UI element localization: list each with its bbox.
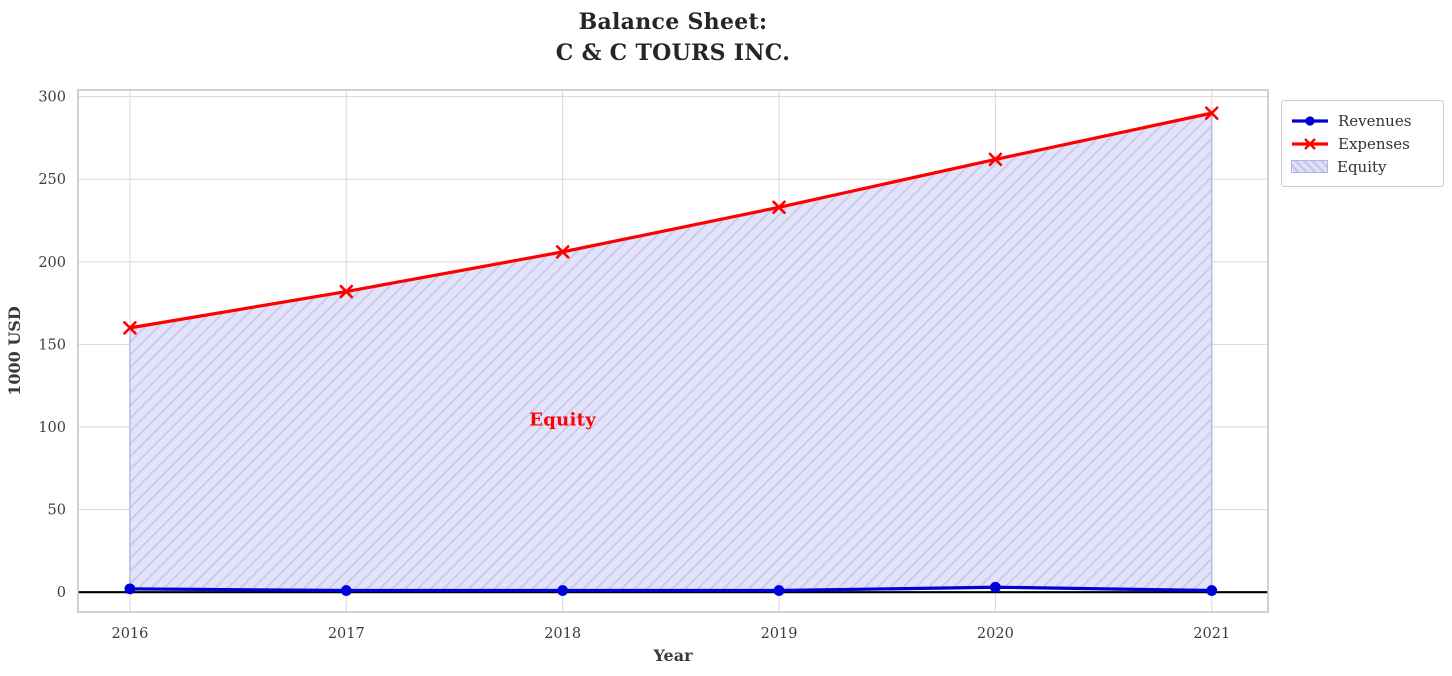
- x-tick-label: 2021: [1193, 626, 1230, 642]
- revenues-marker: [989, 581, 1001, 593]
- legend-label-expenses: Expenses: [1338, 134, 1410, 153]
- axes-frame: [77, 89, 1269, 613]
- x-axis-label: Year: [653, 646, 693, 665]
- legend-item-expenses: Expenses: [1291, 132, 1435, 155]
- equity-annotation: Equity: [529, 409, 597, 431]
- y-tick-label: 100: [38, 420, 66, 436]
- y-tick-label: 150: [38, 337, 66, 353]
- expenses-line: [128, 111, 1214, 330]
- revenues-line-icon: [1292, 115, 1328, 126]
- x-tick-label: 2020: [977, 626, 1014, 642]
- expenses-marker: [339, 284, 354, 299]
- legend-label-revenues: Revenues: [1338, 111, 1412, 130]
- expenses-marker: [772, 200, 786, 215]
- x-tick-label: 2016: [111, 626, 148, 642]
- legend-label-equity: Equity: [1337, 157, 1387, 176]
- legend-item-revenues: Revenues: [1291, 109, 1435, 132]
- expenses-marker: [123, 321, 137, 335]
- y-tick-label: 50: [48, 503, 66, 519]
- y-tick-label: 0: [57, 585, 66, 601]
- legend-item-equity: Equity: [1291, 155, 1435, 178]
- equity-hatch-icon: [1291, 160, 1328, 173]
- x-tick-label: 2018: [544, 626, 581, 642]
- y-tick-label: 250: [38, 172, 66, 188]
- x-tick-label: 2019: [761, 626, 798, 642]
- equity-area: [129, 112, 1213, 592]
- expenses-marker: [1204, 106, 1219, 120]
- expenses-marker: [988, 152, 1003, 167]
- expenses-line-icon: [1292, 137, 1328, 150]
- legend: Revenues Expenses Equity: [1281, 100, 1444, 187]
- revenues-marker: [340, 585, 352, 596]
- y-tick-label: 200: [38, 255, 66, 271]
- revenues-line: [128, 585, 1214, 593]
- revenues-marker: [557, 585, 569, 596]
- chart-title: Balance Sheet: C & C TOURS INC.: [555, 9, 791, 66]
- revenues-marker: [773, 585, 785, 596]
- revenues-marker: [124, 583, 136, 595]
- x-tick-label: 2017: [328, 626, 365, 642]
- expenses-marker: [555, 245, 570, 259]
- y-axis-label: 1000 USD: [5, 306, 24, 396]
- revenues-marker: [1206, 585, 1218, 596]
- y-tick-label: 300: [38, 90, 66, 106]
